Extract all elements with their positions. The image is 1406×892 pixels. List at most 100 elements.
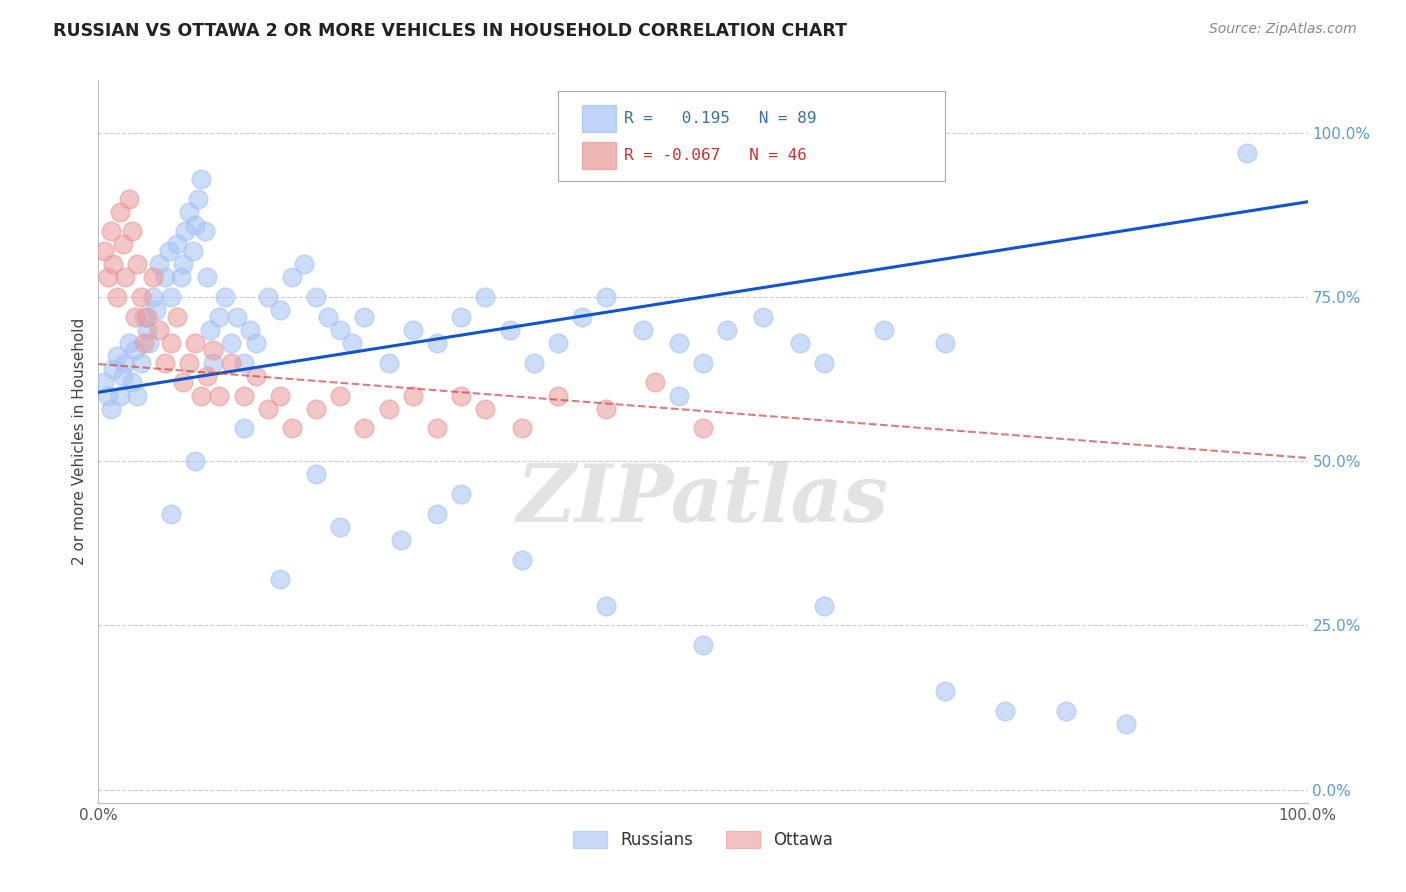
Point [269, 573, 291, 587]
Point [716, 323, 738, 337]
Point [595, 290, 617, 304]
Point [121, 224, 143, 238]
Point [256, 290, 278, 304]
Point [184, 454, 207, 468]
Point [93, 376, 115, 390]
Point [160, 336, 183, 351]
Point [510, 553, 533, 567]
Point [134, 310, 156, 324]
Point [142, 270, 165, 285]
Point [198, 323, 221, 337]
Point [789, 336, 811, 351]
Point [1115, 717, 1137, 731]
Point [329, 520, 352, 534]
Point [232, 356, 254, 370]
Point [184, 336, 207, 351]
Point [105, 290, 128, 304]
Point [402, 323, 425, 337]
Point [169, 270, 191, 285]
Point [142, 290, 165, 304]
Point [269, 303, 291, 318]
Point [172, 376, 194, 390]
Point [127, 388, 149, 402]
Point [994, 704, 1017, 718]
Point [547, 388, 569, 402]
Point [118, 336, 141, 351]
Point [108, 204, 131, 219]
Point [752, 310, 775, 324]
Point [153, 356, 176, 370]
Point [498, 323, 520, 337]
Point [305, 290, 328, 304]
Point [426, 421, 449, 435]
Point [172, 257, 194, 271]
Point [118, 192, 141, 206]
Point [190, 171, 212, 186]
Point [124, 343, 146, 357]
Point [813, 356, 835, 370]
Point [1236, 145, 1258, 160]
Point [166, 310, 188, 324]
Point [510, 421, 533, 435]
Point [114, 270, 136, 285]
Point [631, 323, 654, 337]
Point [281, 421, 304, 435]
Point [135, 323, 157, 337]
Point [184, 218, 207, 232]
Point [692, 356, 714, 370]
Point [214, 290, 236, 304]
Text: ZIPatlas: ZIPatlas [517, 460, 889, 538]
Point [181, 244, 204, 258]
FancyBboxPatch shape [582, 105, 616, 132]
Point [208, 388, 231, 402]
Point [174, 224, 197, 238]
Point [232, 421, 254, 435]
Point [187, 192, 209, 206]
Point [226, 310, 249, 324]
Point [101, 257, 124, 271]
Point [190, 388, 212, 402]
Point [108, 388, 131, 402]
Point [547, 336, 569, 351]
Point [353, 421, 375, 435]
Point [160, 507, 183, 521]
Point [166, 237, 188, 252]
Point [148, 323, 170, 337]
Point [111, 368, 134, 383]
Point [329, 388, 352, 402]
Point [305, 467, 328, 482]
Point [402, 388, 425, 402]
Point [595, 599, 617, 613]
Point [668, 388, 690, 402]
Point [873, 323, 896, 337]
Point [426, 507, 449, 521]
Point [194, 224, 217, 238]
Point [934, 684, 956, 698]
Point [281, 270, 304, 285]
Point [245, 368, 267, 383]
Point [221, 336, 243, 351]
Text: R =   0.195   N = 89: R = 0.195 N = 89 [624, 112, 817, 126]
Point [450, 388, 472, 402]
Point [269, 388, 291, 402]
Point [245, 336, 267, 351]
Point [316, 310, 339, 324]
Point [595, 401, 617, 416]
Point [329, 323, 352, 337]
Point [221, 356, 243, 370]
Point [100, 224, 122, 238]
Point [135, 310, 157, 324]
Point [450, 310, 472, 324]
Point [148, 257, 170, 271]
Point [644, 376, 666, 390]
Point [179, 204, 201, 219]
Point [256, 401, 278, 416]
Text: RUSSIAN VS OTTAWA 2 OR MORE VEHICLES IN HOUSEHOLD CORRELATION CHART: RUSSIAN VS OTTAWA 2 OR MORE VEHICLES IN … [53, 22, 848, 40]
Point [1054, 704, 1077, 718]
Point [202, 356, 225, 370]
Point [157, 244, 180, 258]
Point [692, 638, 714, 652]
Point [195, 368, 218, 383]
Point [813, 599, 835, 613]
Point [523, 356, 546, 370]
